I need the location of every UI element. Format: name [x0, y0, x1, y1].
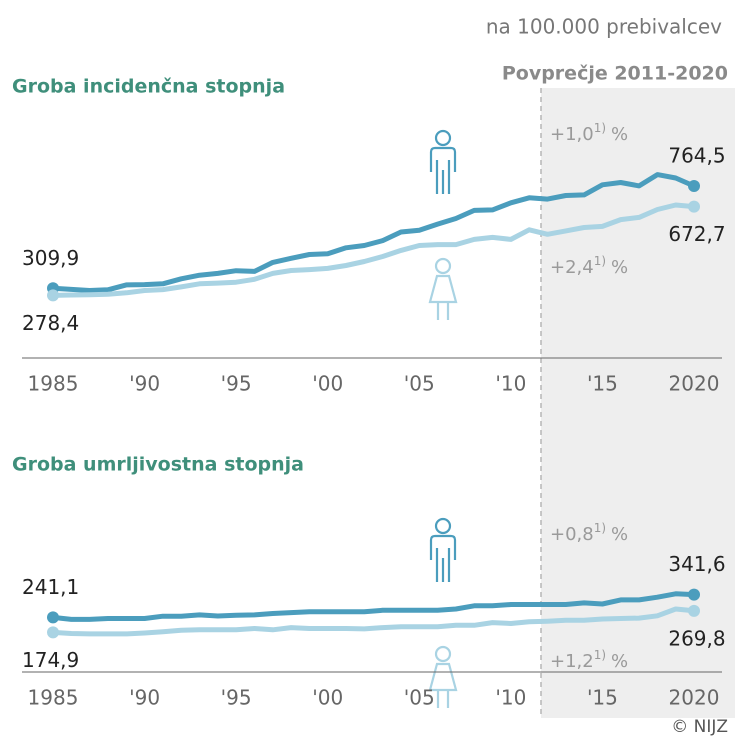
- average-label: Povprečje 2011-2020: [502, 63, 728, 85]
- trend-note: 1): [594, 521, 606, 535]
- male-icon: [429, 517, 457, 582]
- trend-note: 1): [594, 121, 606, 135]
- x-tick-label: '05: [404, 686, 435, 710]
- trend-value: +1,0: [550, 124, 594, 145]
- unit-note: na 100.000 prebivalcev: [486, 15, 722, 39]
- trend-value: +1,2: [550, 651, 594, 672]
- end-point: [688, 200, 700, 213]
- x-tick-label: 2020: [669, 686, 720, 710]
- end-point: [688, 604, 700, 617]
- value-label: 672,7: [668, 222, 725, 246]
- end-point: [47, 289, 59, 302]
- end-point: [47, 626, 59, 639]
- x-tick-label: '95: [221, 372, 252, 396]
- x-tick-label: 1985: [28, 686, 79, 710]
- trend-note: 1): [594, 254, 606, 268]
- chart-title: Groba incidenčna stopnja: [12, 76, 285, 98]
- female-icon: [428, 257, 458, 320]
- data-line: [52, 591, 695, 622]
- x-tick-label: 1985: [28, 372, 79, 396]
- trend-value: +0,8: [550, 524, 594, 545]
- data-line: [52, 172, 696, 293]
- trend-unit: %: [611, 124, 628, 145]
- x-tick-label: '90: [129, 372, 160, 396]
- trend-value: +2,4: [550, 257, 594, 278]
- data-line: [52, 202, 695, 298]
- x-tick-label: '10: [495, 372, 526, 396]
- x-tick-label: '00: [312, 686, 343, 710]
- value-label: 309,9: [22, 246, 79, 270]
- trend-annotation: +2,41)%: [550, 254, 628, 279]
- x-tick-label: '90: [129, 686, 160, 710]
- trend-annotation: +1,01)%: [550, 121, 628, 146]
- value-label: 174,9: [22, 648, 79, 672]
- x-tick-label: '95: [221, 686, 252, 710]
- x-tick-label: 2020: [669, 372, 720, 396]
- end-point: [688, 179, 700, 192]
- trend-annotation: +0,81)%: [550, 521, 628, 546]
- trend-annotation: +1,21)%: [550, 648, 628, 673]
- x-tick-label: '05: [404, 372, 435, 396]
- x-tick-label: '00: [312, 372, 343, 396]
- average-shade: [541, 88, 735, 718]
- value-label: 341,6: [668, 552, 725, 576]
- trend-unit: %: [611, 651, 628, 672]
- value-label: 269,8: [668, 626, 725, 650]
- value-label: 241,1: [22, 575, 79, 599]
- end-point: [47, 611, 59, 624]
- trend-note: 1): [594, 648, 606, 662]
- x-tick-label: '15: [587, 686, 618, 710]
- x-tick-label: '15: [587, 372, 618, 396]
- credit: © NIJZ: [671, 717, 728, 737]
- chart-title: Groba umrljivostna stopnja: [12, 454, 304, 476]
- data-line: [52, 606, 695, 637]
- value-label: 764,5: [668, 143, 725, 167]
- female-icon: [428, 645, 458, 708]
- end-point: [688, 588, 700, 601]
- trend-unit: %: [611, 257, 628, 278]
- x-tick-label: '10: [495, 686, 526, 710]
- trend-unit: %: [611, 524, 628, 545]
- value-label: 278,4: [22, 311, 79, 335]
- male-icon: [429, 129, 457, 194]
